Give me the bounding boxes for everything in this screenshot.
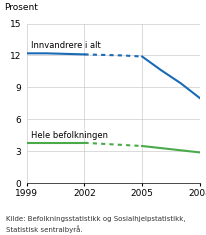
Text: Innvandrere i alt: Innvandrere i alt (31, 41, 100, 50)
Text: Prosent: Prosent (4, 3, 38, 12)
Text: Hele befolkningen: Hele befolkningen (31, 131, 108, 140)
Text: Kilde: Befolkningsstatistikk og Sosialhjelpstatistikk,
Statistisk sentralbyrå.: Kilde: Befolkningsstatistikk og Sosialhj… (6, 216, 186, 233)
